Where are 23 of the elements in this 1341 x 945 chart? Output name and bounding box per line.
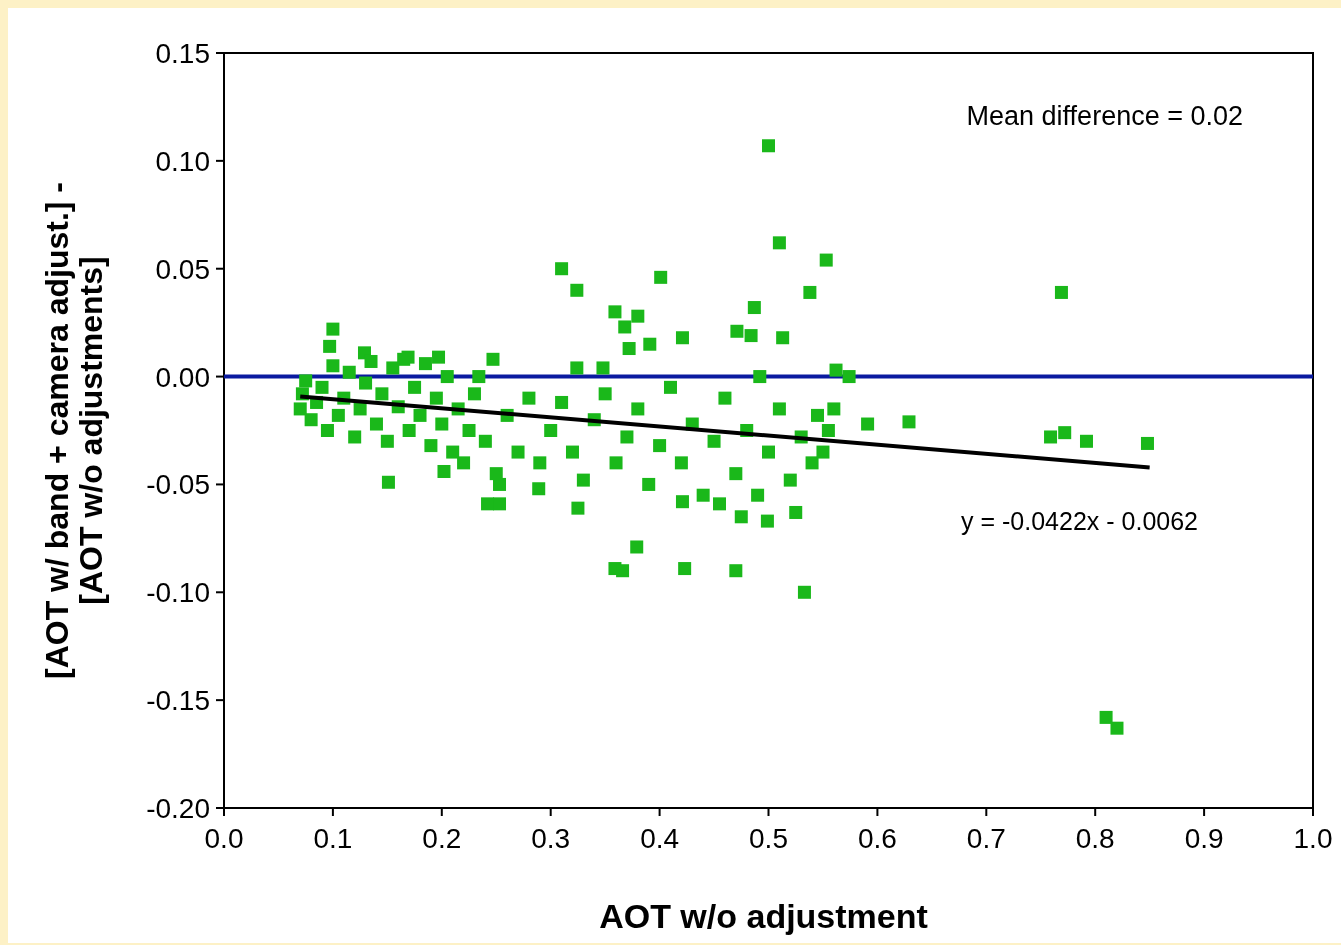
y-tick-label: -0.15 [146, 685, 210, 717]
y-tick-label: -0.05 [146, 469, 210, 501]
x-tick-label: 0.4 [640, 823, 680, 854]
y-axis-title: [AOT w/ band + camera adjust.] - [AOT w/o adjustments] [39, 182, 109, 679]
y-tick-label: 0.00 [155, 361, 210, 393]
x-tick-label: 1.0 [1293, 823, 1333, 854]
x-axis-title: AOT w/o adjustment [599, 897, 928, 935]
y-tick-label: 0.15 [155, 38, 210, 69]
x-tick-label: 0.7 [966, 823, 1006, 854]
x-tick-label: 0.1 [313, 823, 353, 854]
x-tick-label: 0.2 [422, 823, 462, 854]
x-tick-label: 0.0 [204, 823, 244, 854]
x-tick-label: 0.3 [531, 823, 571, 854]
annotation: Mean difference = 0.02 [966, 101, 1243, 131]
x-tick-label: 0.9 [1184, 823, 1224, 854]
y-tick-label: 0.10 [155, 145, 210, 177]
y-tick-label: 0.05 [155, 253, 210, 285]
annotation: y = -0.0422x - 0.0062 [961, 507, 1198, 535]
y-tick-label: -0.20 [146, 793, 210, 824]
y-tick-label: -0.10 [146, 577, 210, 609]
x-tick-label: 0.5 [749, 823, 788, 854]
x-tick-label: 0.8 [1075, 823, 1115, 854]
x-tick-label: 0.6 [857, 823, 897, 854]
